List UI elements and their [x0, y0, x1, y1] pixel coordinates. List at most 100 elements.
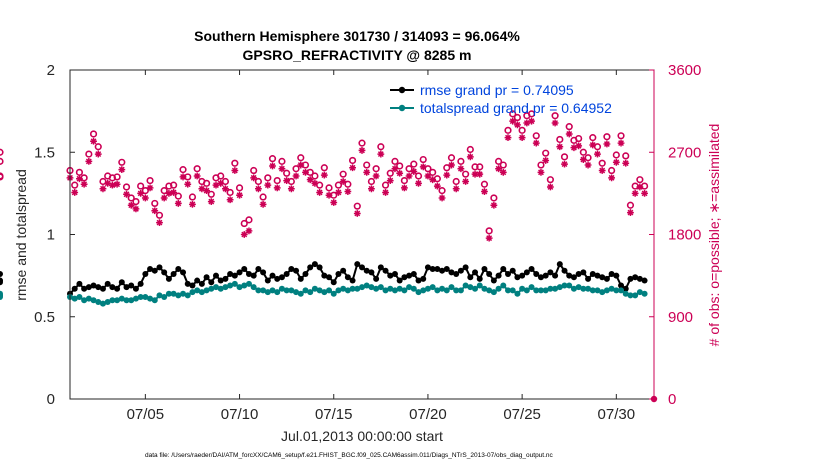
- assimilated-obs-point: [622, 159, 630, 167]
- rmse-point: [547, 269, 554, 276]
- rmse-point: [391, 270, 398, 277]
- totalspread-point: [401, 287, 408, 294]
- possible-obs-point: [476, 163, 484, 171]
- rmse-point: [132, 285, 139, 292]
- assimilated-obs-point: [495, 165, 502, 173]
- rmse-point: [260, 269, 267, 276]
- possible-obs-point: [532, 132, 540, 140]
- totalspread-point: [570, 285, 577, 292]
- totalspread-point: [151, 297, 158, 304]
- y-tick-label-right: 900: [668, 309, 693, 326]
- totalspread-point: [406, 284, 413, 291]
- totalspread-point: [523, 287, 530, 294]
- possible-obs-point: [372, 165, 380, 173]
- totalspread-point: [95, 298, 102, 305]
- totalspread-point: [552, 285, 559, 292]
- possible-obs-point: [504, 126, 512, 134]
- rmse-point: [326, 274, 333, 281]
- assimilated-obs-point: [419, 163, 427, 171]
- assimilated-obs-point: [76, 175, 83, 183]
- assimilated-obs-point: [137, 189, 145, 197]
- possible-obs-point: [273, 176, 281, 185]
- totalspread-point: [467, 284, 474, 291]
- possible-obs-point: [155, 211, 164, 219]
- rmse-point: [231, 272, 238, 279]
- rmse-point: [99, 285, 106, 292]
- possible-obs-point: [146, 176, 154, 185]
- possible-obs-point: [391, 157, 399, 165]
- possible-obs-point: [283, 169, 291, 177]
- totalspread-point: [622, 290, 629, 297]
- totalspread-point: [231, 280, 238, 287]
- rmse-point: [519, 272, 526, 279]
- assimilated-obs-point: [287, 185, 295, 193]
- totalspread-point: [255, 287, 262, 294]
- totalspread-point: [311, 285, 318, 292]
- totalspread-point: [198, 289, 205, 296]
- totalspread-point: [208, 285, 215, 292]
- possible-obs-point: [250, 166, 258, 175]
- assimilated-obs-point: [344, 188, 352, 195]
- totalspread-point: [321, 289, 328, 296]
- totalspread-point: [222, 284, 229, 291]
- totalspread-point: [453, 287, 460, 294]
- rmse-point: [222, 275, 229, 282]
- assimilated-obs-point: [410, 168, 418, 175]
- possible-obs-point: [278, 157, 286, 165]
- totalspread-point: [636, 289, 643, 296]
- assimilated-obs-point: [579, 156, 587, 163]
- rmse-point: [570, 274, 577, 281]
- possible-obs-point: [419, 155, 427, 164]
- y-tick-label-left: 0: [47, 391, 55, 408]
- assimilated-obs-point: [264, 181, 272, 189]
- assimilated-obs-point: [528, 117, 535, 125]
- totalspread-point: [476, 282, 483, 289]
- assimilated-obs-point: [509, 117, 517, 125]
- rmse-point: [608, 270, 615, 277]
- assimilated-obs-point: [565, 130, 573, 138]
- totalspread-point: [227, 282, 234, 289]
- assimilated-obs-point: [391, 165, 399, 173]
- rmse-point: [180, 269, 187, 276]
- rmse-point: [128, 282, 135, 289]
- assimilated-obs-point: [575, 142, 583, 150]
- totalspread-point: [128, 297, 135, 304]
- rmse-point: [274, 275, 281, 282]
- possible-obs-point: [513, 113, 522, 122]
- rmse-point: [467, 274, 474, 281]
- rmse-point: [71, 285, 78, 292]
- rmse-point: [636, 275, 643, 282]
- assimilated-obs-point: [603, 140, 611, 148]
- possible-obs-point: [617, 132, 625, 140]
- totalspread-point: [354, 285, 361, 292]
- totalspread-point: [147, 295, 154, 302]
- totalspread-point: [170, 290, 177, 297]
- assimilated-obs-point: [184, 180, 192, 188]
- possible-obs-point: [179, 166, 187, 174]
- assimilated-obs-point: [245, 227, 253, 235]
- assimilated-obs-point: [532, 139, 540, 147]
- possible-obs-point: [127, 194, 135, 202]
- y-axis-label-left: rmse and totalspread: [13, 169, 29, 301]
- assimilated-obs-point: [231, 167, 239, 174]
- totalspread-point: [391, 287, 398, 294]
- rmse-point: [354, 261, 361, 268]
- assimilated-obs-point: [584, 161, 592, 169]
- rmse-point: [255, 266, 262, 273]
- rmse-point: [283, 270, 290, 277]
- legend-spread-label: totalspread grand pr = 0.64952: [420, 100, 612, 116]
- rmse-point: [95, 284, 102, 291]
- possible-obs-point: [471, 163, 479, 171]
- assimilated-obs-point: [339, 178, 347, 185]
- rmse-point: [561, 267, 568, 274]
- totalspread-point: [104, 298, 111, 305]
- rmse-point: [429, 266, 436, 273]
- assimilated-obs-point: [594, 150, 601, 158]
- assimilated-obs-point: [504, 134, 512, 142]
- totalspread-point: [76, 294, 83, 301]
- rmse-point: [603, 275, 610, 282]
- rmse-point: [453, 270, 460, 277]
- possible-obs-point: [170, 181, 178, 189]
- assimilated-obs-point: [104, 179, 112, 187]
- possible-obs-point: [75, 168, 84, 176]
